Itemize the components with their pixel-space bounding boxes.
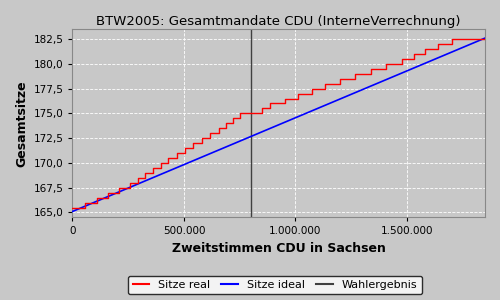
Line: Sitze real: Sitze real bbox=[72, 39, 485, 208]
Sitze real bbox=[482, 37, 488, 41]
Sitze real bbox=[224, 122, 230, 125]
Legend: Sitze real, Sitze ideal, Wahlergebnis: Sitze real, Sitze ideal, Wahlergebnis bbox=[128, 276, 422, 294]
Y-axis label: Gesamtsitze: Gesamtsitze bbox=[15, 80, 28, 166]
X-axis label: Zweitstimmen CDU in Sachsen: Zweitstimmen CDU in Sachsen bbox=[172, 242, 386, 255]
Sitze real bbox=[267, 106, 273, 110]
Sitze real bbox=[82, 201, 87, 204]
Sitze ideal bbox=[391, 74, 397, 78]
Sitze ideal bbox=[251, 133, 257, 137]
Sitze real bbox=[337, 77, 343, 80]
Sitze ideal bbox=[236, 140, 242, 143]
Sitze real bbox=[448, 37, 454, 41]
Sitze ideal bbox=[352, 91, 358, 94]
Sitze real bbox=[435, 47, 441, 51]
Sitze real bbox=[70, 206, 75, 209]
Sitze ideal bbox=[482, 36, 488, 40]
Sitze ideal bbox=[70, 210, 75, 213]
Title: BTW2005: Gesamtmandate CDU (InterneVerrechnung): BTW2005: Gesamtmandate CDU (InterneVerre… bbox=[96, 15, 461, 28]
Line: Sitze ideal: Sitze ideal bbox=[72, 38, 485, 211]
Sitze ideal bbox=[398, 71, 404, 75]
Sitze real bbox=[166, 156, 172, 160]
Sitze ideal bbox=[112, 192, 117, 196]
